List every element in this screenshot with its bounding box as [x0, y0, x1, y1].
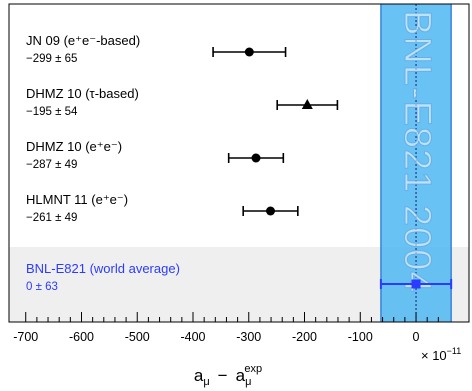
x-tick-label: 0	[413, 330, 420, 344]
x-label-exp-sup: exp	[244, 363, 262, 375]
entry-2: DHMZ 10 (e⁺e⁻) −287 ± 49	[26, 139, 285, 171]
entry-value-text: −195 ± 54	[26, 106, 78, 118]
x-axis-label: aμ − aμexp	[194, 363, 262, 388]
x-tick-label: -100	[348, 330, 373, 344]
entry-4: BNL-E821 (world average) 0 ± 63	[26, 261, 453, 293]
entry-3: HLMNT 11 (e⁺e⁻) −261 ± 49	[26, 192, 299, 224]
entry-label: HLMNT 11 (e⁺e⁻)	[26, 192, 128, 207]
band-label: BNL-E821 2004	[396, 10, 438, 293]
x-label-main: a	[194, 366, 204, 385]
x-tick-label: -600	[69, 330, 94, 344]
x-multiplier: × 10−11	[421, 346, 461, 363]
x-label-minus: −	[218, 366, 228, 385]
entry-label: DHMZ 10 (e⁺e⁻)	[26, 139, 122, 154]
entry-label: JN 09 (e⁺e⁻-based)	[26, 33, 140, 48]
x-tick-label: -500	[125, 330, 150, 344]
entry-label: BNL-E821 (world average)	[26, 261, 180, 276]
x-tick-label: -400	[180, 330, 205, 344]
data-point	[244, 47, 254, 57]
x-tick-label: -300	[236, 330, 261, 344]
x-multiplier-exp: −11	[447, 346, 462, 356]
entry-0: JN 09 (e⁺e⁻-based) −299 ± 65	[26, 33, 287, 65]
x-label-exp-base: a	[236, 366, 246, 385]
x-tick-label: -700	[13, 330, 38, 344]
entry-label: DHMZ 10 (τ-based)	[26, 86, 139, 101]
entry-value-text: 0 ± 63	[26, 281, 58, 293]
data-point	[266, 206, 276, 216]
band-group: BNL-E821 2004	[380, 4, 452, 322]
plot-frame	[8, 3, 470, 323]
entry-value-text: −287 ± 49	[26, 159, 77, 171]
x-tick-label: -200	[292, 330, 317, 344]
entries-group: JN 09 (e⁺e⁻-based) −299 ± 65 DHMZ 10 (τ-ba…	[26, 33, 453, 293]
data-point	[301, 99, 313, 109]
x-multiplier-base: × 10	[421, 348, 447, 363]
data-point	[411, 279, 421, 289]
x-label-exp-sub: μ	[245, 376, 251, 388]
entry-value-text: −261 ± 49	[26, 212, 77, 224]
x-label-main-sub: μ	[203, 376, 209, 388]
data-point	[251, 153, 261, 163]
x-axis: -700 -600 -500 -400 -300 -200 -100 0	[13, 312, 439, 344]
entry-1: DHMZ 10 (τ-based) −195 ± 54	[26, 86, 339, 118]
entry-value-text: −299 ± 65	[26, 53, 77, 65]
